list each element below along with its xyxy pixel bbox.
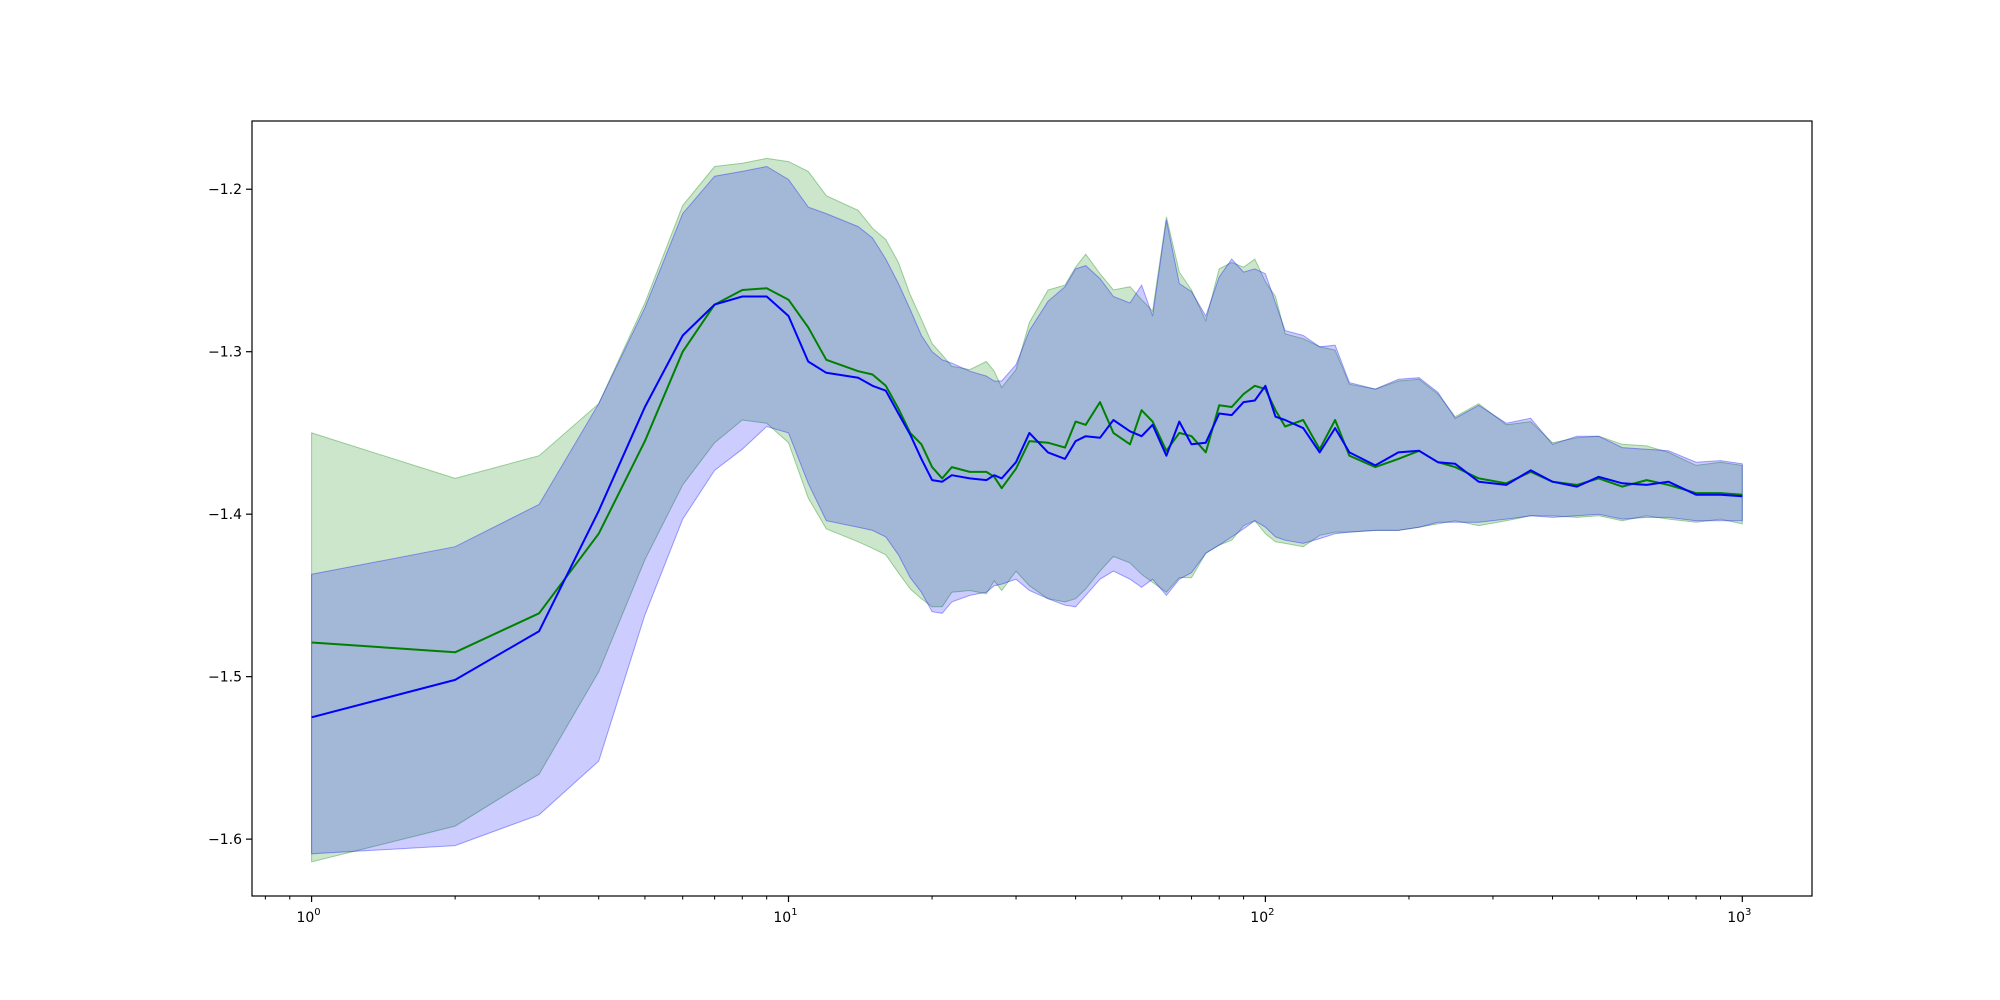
y-tick-label: −1.5 (208, 670, 242, 686)
x-tick-label: 102 (1250, 907, 1274, 926)
y-tick-label: −1.3 (208, 345, 242, 361)
series-1-mean-line (311, 287, 1743, 654)
y-tick-label: −1.2 (208, 182, 242, 198)
axis-layer: −1.2 −1.3 −1.4 −1.5 −1.6 100 101 102 103 (208, 120, 1813, 926)
x-tick-label: 103 (1727, 907, 1751, 926)
y-tick-label: −1.4 (208, 507, 242, 523)
series-2-confidence-band (311, 165, 1743, 855)
series-1-confidence-band (311, 157, 1743, 863)
x-tick-label: 100 (296, 907, 320, 926)
y-tick-label: −1.6 (208, 832, 242, 848)
plot-layer (311, 157, 1743, 863)
series-2-mean-line (311, 295, 1743, 719)
axes-frame (251, 120, 1813, 897)
x-tick-label: 101 (773, 907, 797, 926)
